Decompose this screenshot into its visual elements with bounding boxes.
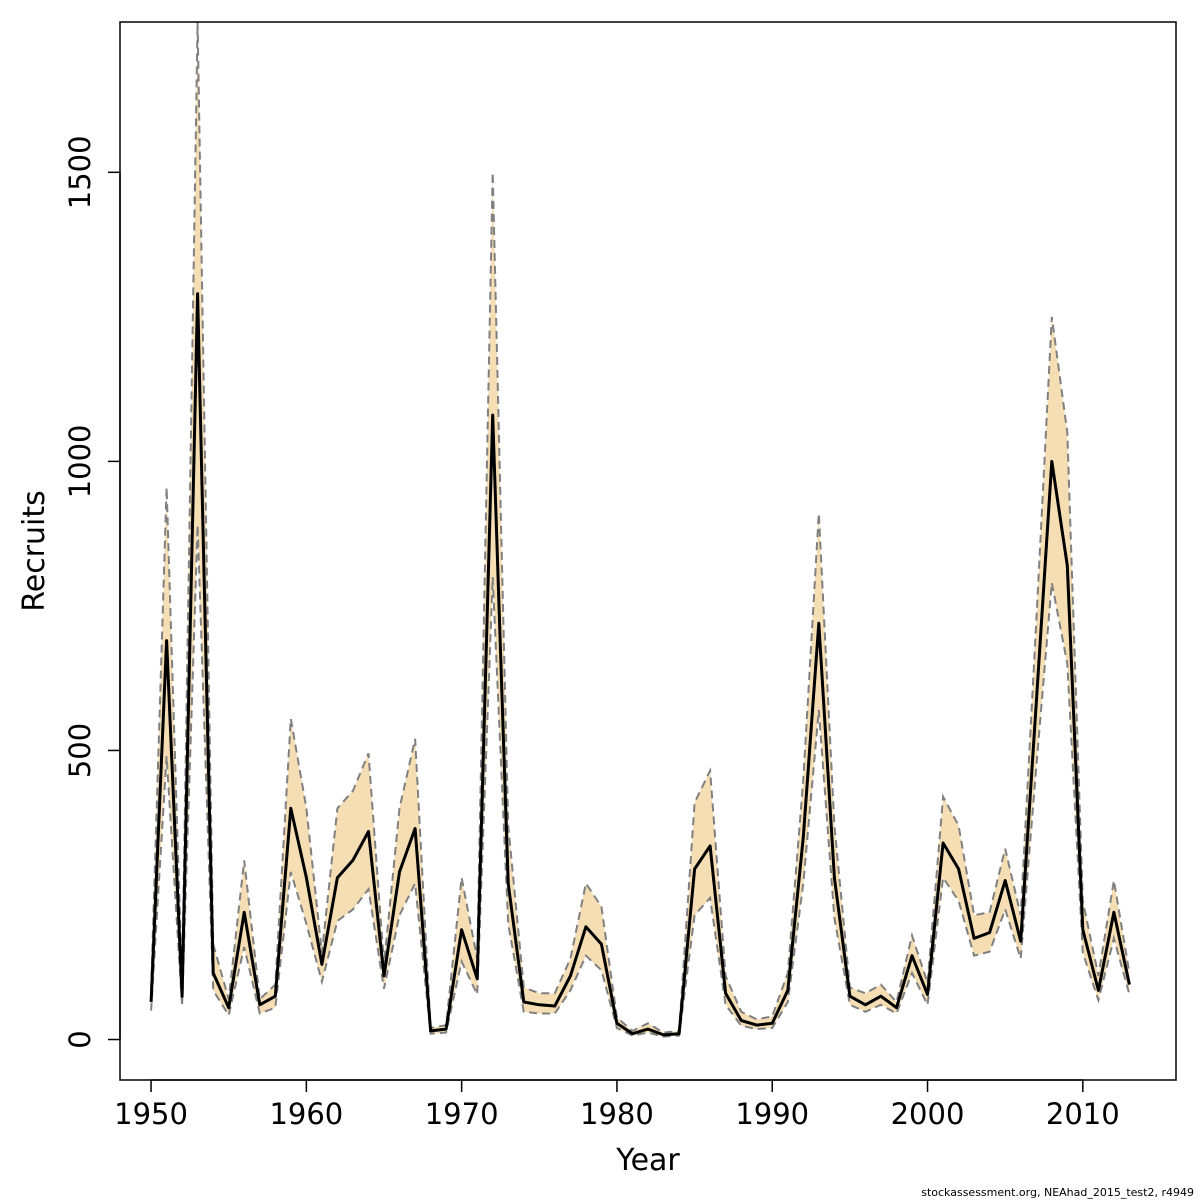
y-tick-label: 1500 (63, 135, 97, 209)
recruits-estimate-line (149, 292, 1131, 1037)
y-tick-label: 500 (63, 723, 97, 778)
x-tick-label: 1990 (735, 1097, 809, 1131)
x-tick-label: 1960 (269, 1097, 343, 1131)
x-axis: 1950 1960 1970 1980 1990 2000 2010 (114, 1079, 1120, 1131)
lower-bound-line (150, 524, 1131, 1038)
x-tick-label: 2000 (891, 1097, 965, 1131)
x-tick-label: 2010 (1046, 1097, 1120, 1131)
x-tick-label: 1980 (580, 1097, 654, 1131)
y-tick-label: 1000 (63, 424, 97, 498)
upper-bound-line (150, 21, 1131, 1034)
x-axis-title: Year (615, 1143, 680, 1178)
x-tick-label: 1970 (425, 1097, 499, 1131)
x-tick-label: 1950 (114, 1097, 188, 1131)
y-axis: 0 500 1000 1500 (63, 135, 121, 1049)
footer-credit: stockassessment.org, NEAhad_2015_test2, … (921, 1186, 1194, 1199)
y-axis-title: Recruits (17, 490, 52, 612)
y-tick-label: 0 (63, 1030, 97, 1048)
